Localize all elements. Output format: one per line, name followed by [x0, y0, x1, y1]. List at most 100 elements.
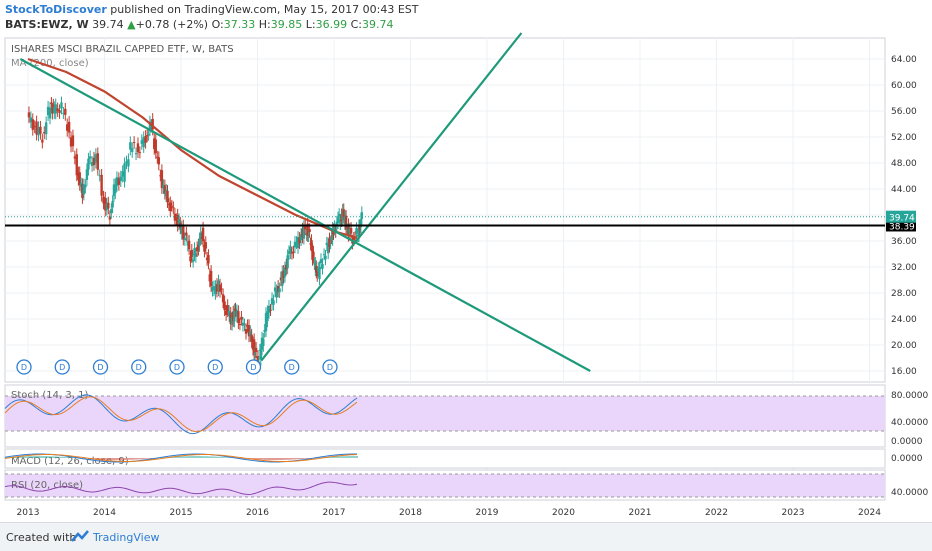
price-change: +0.78 (+2%): [135, 18, 209, 31]
candle-body: [104, 197, 107, 211]
candle-body: [43, 132, 46, 134]
symbol-label: BATS:EWZ, W: [5, 18, 89, 31]
candle-body: [253, 352, 257, 355]
candle-body: [151, 118, 154, 130]
published-text: published on TradingView.com, May 15, 20…: [110, 3, 419, 16]
candle-body: [281, 271, 284, 286]
candle-body: [325, 242, 329, 246]
candle-body: [172, 207, 175, 209]
candle-body: [296, 236, 300, 249]
candle-body: [71, 135, 75, 147]
candle-body: [283, 267, 287, 277]
candle-body: [88, 156, 92, 159]
last-price-tag: [886, 210, 916, 223]
candle-body: [270, 298, 274, 305]
candle-body: [127, 159, 130, 167]
candle-body: [217, 280, 220, 291]
candle-body: [301, 228, 304, 238]
candle-body: [214, 286, 217, 295]
candle-body: [60, 102, 63, 109]
dividend-marker-icon: [92, 359, 109, 375]
candle-body: [117, 178, 121, 185]
tradingview-brand-link[interactable]: TradingView: [93, 531, 160, 544]
candle-body: [46, 106, 50, 116]
x-tick-label: 2024: [858, 508, 881, 518]
publish-line: StockToDiscover published on TradingView…: [5, 3, 418, 16]
x-tick-label: 2019: [476, 508, 499, 518]
candle-body: [351, 240, 354, 244]
low-label: L:: [305, 18, 316, 31]
rsi-tick-label: 40.0000: [891, 488, 928, 498]
candle-body: [79, 183, 83, 187]
candle-body: [100, 174, 103, 196]
dividend-marker-icon: [54, 359, 70, 375]
candle-body: [252, 339, 256, 355]
candle-body: [205, 257, 209, 261]
candle-body: [292, 251, 295, 253]
candle-body: [302, 226, 306, 239]
candle-body: [37, 127, 40, 136]
candle-body: [329, 242, 332, 244]
candle-body: [148, 121, 152, 131]
candle-body: [201, 227, 205, 242]
x-tick-label: 2017: [323, 508, 346, 518]
candle-body: [115, 177, 119, 186]
candle-body: [29, 117, 33, 123]
candle-body: [125, 161, 128, 164]
candle-body: [66, 124, 69, 131]
candle-body: [107, 202, 110, 209]
candle-body: [153, 138, 156, 149]
candle-body: [123, 163, 126, 182]
dividend-marker-label: D: [327, 363, 333, 372]
candle-body: [224, 310, 228, 315]
candle-body: [285, 264, 288, 270]
price-tick-label: 44.00: [891, 185, 917, 195]
candle-body: [193, 248, 196, 256]
candle-body: [182, 225, 185, 240]
candle-body: [78, 172, 81, 185]
tradingview-logo-icon: [70, 529, 90, 546]
rsi-label: RSI (20, close): [11, 480, 83, 491]
stoch-d-line: [4, 396, 358, 433]
candle-body: [198, 238, 201, 247]
candle-body: [173, 213, 177, 221]
candle-body: [27, 112, 31, 118]
price-tick-label: 28.00: [891, 289, 917, 299]
candle-body: [146, 135, 149, 137]
trendline: [260, 32, 523, 362]
candle-body: [238, 324, 242, 326]
x-tick-label: 2020: [552, 508, 575, 518]
candle-body: [295, 242, 298, 244]
candle-body: [187, 240, 191, 250]
price-tick-label: 52.00: [891, 133, 917, 143]
candle-body: [81, 184, 84, 199]
candle-body: [227, 311, 231, 317]
candle-body: [87, 158, 90, 170]
candle-body: [223, 301, 226, 311]
candle-body: [282, 270, 285, 278]
candle-body: [349, 228, 353, 234]
candle-body: [243, 324, 246, 326]
price-chart[interactable]: 16.0020.0024.0028.0032.0036.0040.0044.00…: [0, 0, 932, 522]
created-with-text: Created with: [6, 531, 77, 544]
open-value: 37.33: [223, 18, 256, 31]
candle-body: [221, 294, 225, 303]
candle-body: [73, 156, 77, 159]
candle-body: [114, 184, 117, 194]
ohlc-line: BATS:EWZ, W 39.74 ▲+0.78 (+2%) O:37.33 H…: [5, 18, 393, 31]
candle-body: [317, 267, 320, 272]
candle-body: [316, 271, 319, 276]
candle-body: [69, 137, 73, 147]
candle-body: [249, 331, 252, 336]
candle-body: [98, 175, 101, 177]
last-price-label: 39.74: [889, 214, 915, 224]
open-label: O:: [211, 18, 224, 31]
dividend-marker-icon: [207, 359, 223, 375]
candle-body: [166, 190, 169, 203]
author-link[interactable]: StockToDiscover: [5, 3, 107, 16]
candle-body: [259, 349, 263, 360]
dividend-marker-label: D: [136, 363, 142, 372]
price-tick-label: 48.00: [891, 159, 917, 169]
candle-body: [347, 224, 350, 236]
candle-body: [169, 202, 172, 212]
